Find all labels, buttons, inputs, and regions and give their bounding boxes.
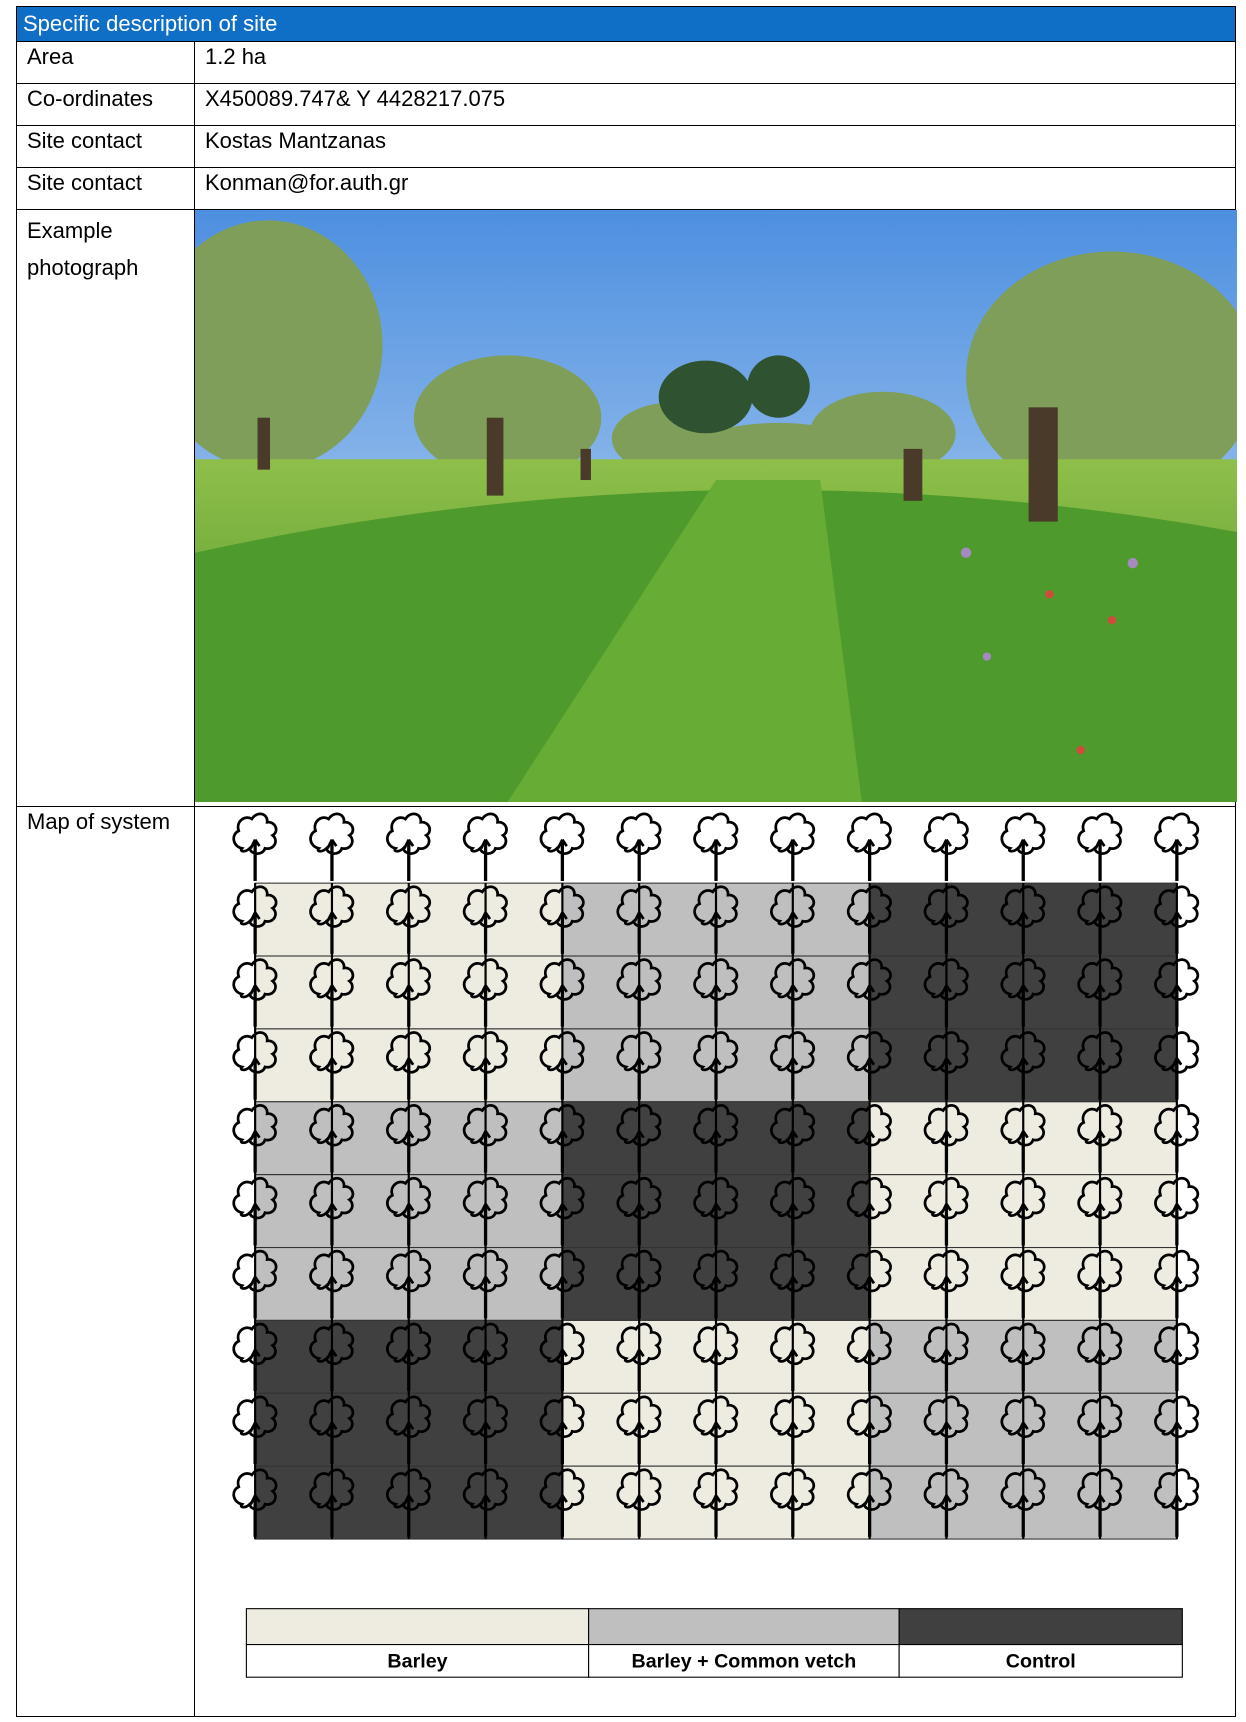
tree-icon (846, 812, 893, 883)
legend-swatch (898, 1608, 1183, 1646)
legend-swatch (588, 1608, 900, 1646)
legend-box (588, 1644, 900, 1678)
row-value: Konman@for.auth.gr (194, 167, 1236, 210)
tree-icon (1153, 812, 1200, 883)
tree-icon (692, 812, 739, 883)
tree-icon (1076, 812, 1123, 883)
legend-label: Barley (387, 1650, 447, 1672)
legend-label: Control (1006, 1650, 1076, 1672)
map-cell: Barley Barley + Common vetch Control (194, 806, 1236, 1717)
tree-icon (462, 812, 509, 883)
tree-icon (385, 812, 432, 883)
tree-icon (923, 812, 970, 883)
legend-box (898, 1644, 1183, 1678)
row-label: Example photograph (16, 209, 195, 807)
tree-icon (769, 812, 816, 883)
map: Barley Barley + Common vetch Control (232, 812, 1200, 1678)
table-title: Specific description of site (16, 6, 1236, 42)
legend-swatch (245, 1608, 590, 1646)
row-label: Site contact (16, 125, 195, 168)
tree-icon (232, 812, 278, 883)
row-label: Site contact (16, 167, 195, 210)
tree-icon (616, 812, 662, 883)
tree-icon (308, 812, 355, 883)
tree-icon (1000, 812, 1046, 883)
photo-cell (194, 209, 1237, 807)
row-value: Kostas Mantzanas (194, 125, 1236, 168)
row-label: Map of system (16, 806, 195, 1717)
row-label: Area (16, 41, 195, 84)
legend-label: Barley + Common vetch (632, 1650, 857, 1672)
tree-icon (539, 812, 585, 883)
site-table: Specific description of site Area 1.2 ha … (16, 6, 1237, 1717)
row-value: X450089.747& Y 4428217.075 (194, 83, 1236, 126)
photo (195, 210, 1237, 802)
row-value: 1.2 ha (194, 41, 1236, 84)
row-label: Co-ordinates (16, 83, 195, 126)
